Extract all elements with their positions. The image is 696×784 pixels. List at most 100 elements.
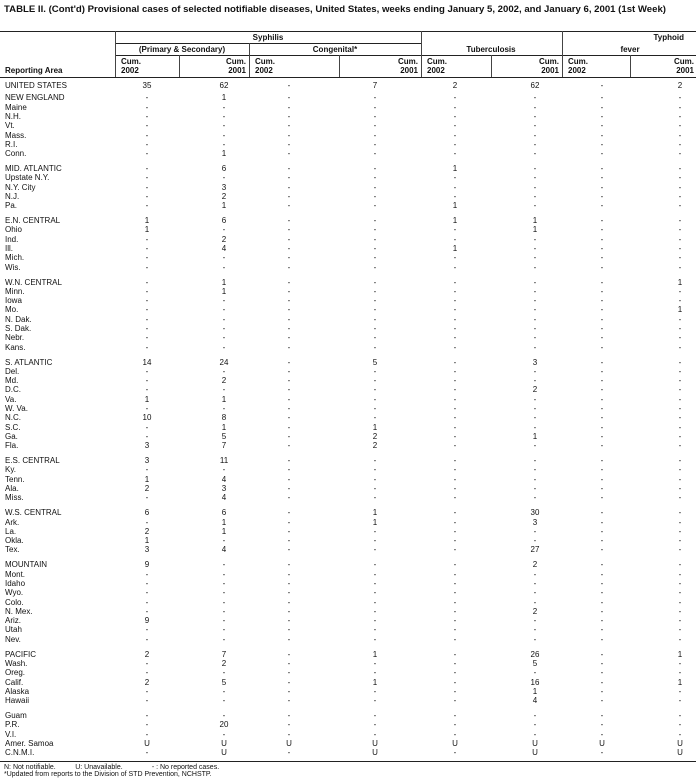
row-value: - <box>222 225 226 235</box>
table-row: Upstate N.Y. - - - - - - - - <box>0 173 696 182</box>
row-value: - <box>453 314 457 324</box>
row-value: - <box>287 191 291 201</box>
row-area: Del. <box>5 366 20 376</box>
row-value: U <box>221 748 227 758</box>
row-value: 6 <box>221 508 227 518</box>
row-value: 7 <box>221 649 227 659</box>
row-value: - <box>453 253 457 263</box>
header-year: 2002 <box>255 66 273 75</box>
row-value: 2 <box>221 658 227 668</box>
row-area: W. Va. <box>5 404 28 413</box>
header-bottom-rule <box>0 77 696 78</box>
row-value: - <box>678 597 682 607</box>
row-value: - <box>222 253 226 263</box>
row-value: - <box>145 588 149 598</box>
row-value: U <box>532 748 538 758</box>
row-value: - <box>533 493 537 503</box>
row-value: - <box>533 616 537 626</box>
row-value: 1 <box>144 225 150 235</box>
row-value: - <box>453 404 457 413</box>
row-value: 6 <box>221 216 227 226</box>
row-value: - <box>222 342 226 352</box>
row-value: - <box>373 201 377 211</box>
table-row: Utah - - - - - - - - <box>0 625 696 634</box>
row-value: - <box>533 394 537 404</box>
row-value: - <box>533 465 537 475</box>
table-row: Vt. - - - - - - - - <box>0 121 696 130</box>
row-value: - <box>373 191 377 201</box>
row-area: Wash. <box>5 658 28 668</box>
row-value: - <box>678 588 682 598</box>
row-value: - <box>600 686 604 696</box>
row-value: - <box>678 508 682 518</box>
row-value: - <box>678 366 682 376</box>
row-value: - <box>222 729 226 739</box>
row-value: - <box>453 569 457 579</box>
table-row: Miss. - 4 - - - - - - <box>0 493 696 502</box>
row-value: - <box>678 102 682 112</box>
row-value: U <box>452 738 458 748</box>
row-value: U <box>144 738 150 748</box>
row-value: - <box>453 102 457 112</box>
table-row: Ark. - 1 - 1 - 3 - - <box>0 518 696 527</box>
row-value: - <box>287 517 291 527</box>
row-value: - <box>453 517 457 527</box>
row-value: 11 <box>219 456 229 466</box>
table-row: Ill. - 4 - - 1 - - - <box>0 244 696 253</box>
row-value: - <box>222 111 226 121</box>
row-value: - <box>600 357 604 367</box>
row-value: - <box>533 720 537 730</box>
row-value: - <box>678 191 682 201</box>
row-value: 2 <box>144 484 150 493</box>
table-row: Md. - 2 - - - - - - <box>0 376 696 385</box>
row-area: MOUNTAIN <box>5 560 48 570</box>
row-area: C.N.M.I. <box>5 748 35 758</box>
row-value: 3 <box>221 182 227 192</box>
row-value: - <box>678 422 682 432</box>
row-value: - <box>453 588 457 598</box>
table-row: Guam - - - - - - - - <box>0 711 696 720</box>
row-value: - <box>678 413 682 423</box>
row-value: - <box>145 625 149 635</box>
table-row: Del. - - - - - - - - <box>0 367 696 376</box>
table-row: Tenn. 1 4 - - - - - - <box>0 475 696 484</box>
row-value: - <box>453 413 457 423</box>
footnote-legend: N: Not notifiable. U: Unavailable. - : N… <box>4 764 220 771</box>
row-value: - <box>600 422 604 432</box>
row-value: - <box>533 296 537 306</box>
row-value: 5 <box>532 658 538 668</box>
table-row: La. 2 1 - - - - - - <box>0 527 696 536</box>
row-value: - <box>600 366 604 376</box>
row-value: - <box>373 225 377 235</box>
row-value: - <box>600 729 604 739</box>
col-divider <box>421 31 422 77</box>
row-value: - <box>533 413 537 423</box>
row-area: Nebr. <box>5 333 25 343</box>
row-value: - <box>287 182 291 192</box>
table-bottom-rule <box>0 761 696 762</box>
row-area: R.I. <box>5 139 18 149</box>
col-divider <box>630 55 631 77</box>
row-area: S. Dak. <box>5 324 32 333</box>
row-value: - <box>453 357 457 367</box>
table-row: Alaska - - - - - 1 - - <box>0 687 696 696</box>
row-value: 30 <box>530 508 540 518</box>
row-value: - <box>678 625 682 635</box>
row-value: - <box>600 80 604 90</box>
row-value: - <box>533 305 537 315</box>
row-value: - <box>287 493 291 503</box>
table-row: Mo. - - - - - - - 1 <box>0 305 696 314</box>
row-value: 7 <box>372 80 378 90</box>
row-value: - <box>453 234 457 244</box>
row-area: Oreg. <box>5 668 26 678</box>
row-value: - <box>287 130 291 140</box>
table-row: S. ATLANTIC 14 24 - 5 - 3 - - <box>0 358 696 367</box>
table-row: E.N. CENTRAL 1 6 - - 1 1 - - <box>0 216 696 225</box>
row-value: - <box>222 366 226 376</box>
row-value: - <box>678 164 682 173</box>
row-value: - <box>600 149 604 159</box>
row-value: - <box>222 296 226 306</box>
row-value: - <box>533 173 537 183</box>
row-area: MID. ATLANTIC <box>5 164 62 173</box>
